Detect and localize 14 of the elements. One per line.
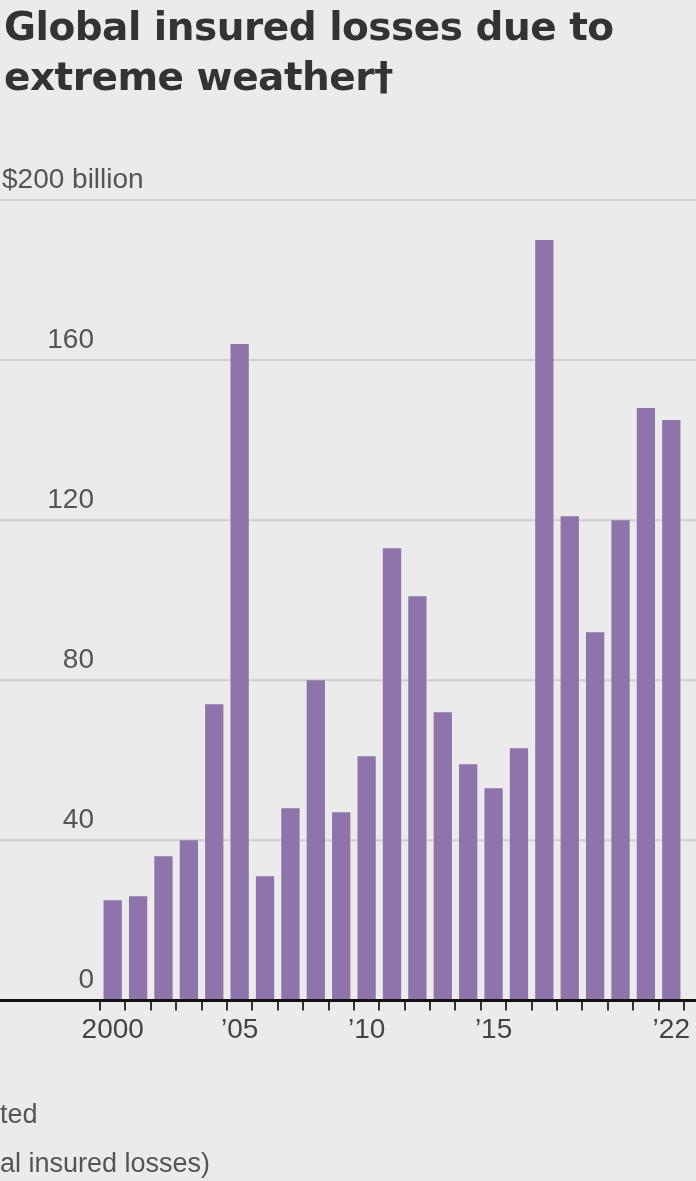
y-tick-label: 120 (47, 482, 94, 514)
x-tick-label: ’05 (220, 1012, 259, 1044)
chart-title: Global insured losses due to extreme weather† (4, 3, 615, 101)
text: al insured losses) (0, 1147, 211, 1180)
y-tick-label: 40 (62, 803, 94, 835)
y-tick-label: 80 (62, 642, 94, 674)
x-tick-label: ’10 (347, 1012, 386, 1044)
y-tick-label: 160 (47, 322, 94, 354)
x-tick-label: ’22 (652, 1012, 690, 1044)
text: ted (0, 1098, 39, 1131)
x-tick-label: 2000 (81, 1012, 144, 1044)
x-tick-label: ’15 (474, 1012, 513, 1044)
y-tick-label: 0 (78, 963, 94, 995)
y-tick-label: $200 billion (2, 162, 144, 194)
